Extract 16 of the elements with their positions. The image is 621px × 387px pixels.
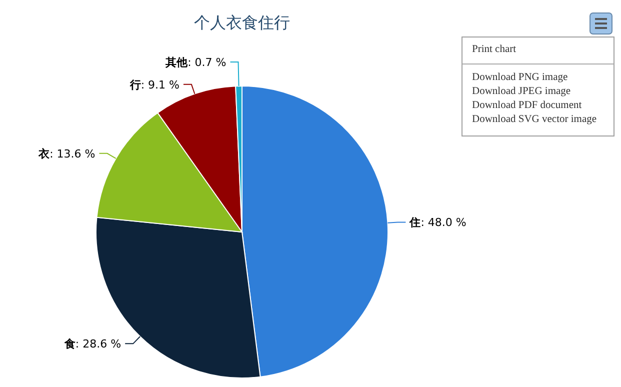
data-label: : 48.0 % xyxy=(420,216,466,230)
slice-label: 行 xyxy=(128,78,141,92)
data-label: : 0.7 % xyxy=(188,56,226,70)
slice-label: 其他 xyxy=(164,56,189,70)
text: Download JPEG image xyxy=(472,86,571,97)
text: Download PDF document xyxy=(472,100,582,111)
slice-label: 住 xyxy=(408,216,421,230)
text: Download SVG vector image xyxy=(472,114,597,125)
data-label: : 9.1 % xyxy=(140,78,180,92)
data-label: : 28.6 % xyxy=(75,338,122,351)
chart-title: 个人衣食住行 xyxy=(194,13,290,32)
text: Download PNG image xyxy=(472,72,568,83)
text: Print chart xyxy=(472,44,516,55)
data-label: : 13.6 % xyxy=(50,147,96,160)
slice-label: 食 xyxy=(63,338,76,351)
slice-label: 衣 xyxy=(38,147,51,160)
